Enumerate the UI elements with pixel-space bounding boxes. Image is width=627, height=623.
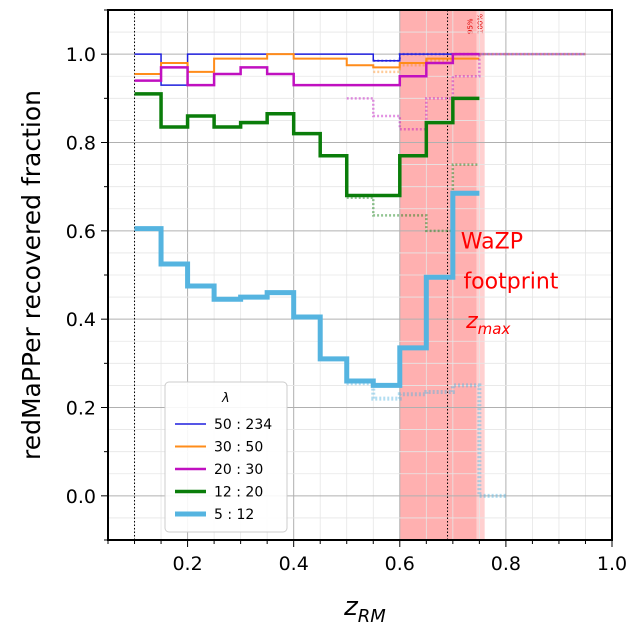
legend-label: 5 : 12 [214,507,254,523]
legend: λ 50 : 234 30 : 50 20 : 30 12 : 20 5 : 12 [164,381,288,533]
y-tick-label: 0.2 [66,398,96,420]
y-tick-label: 0.8 [66,133,96,155]
axis-ticks: 0.2 0.4 0.6 0.8 1.0 0.0 0.2 0.4 0.6 0.8 1.0 [66,9,627,575]
x-axis-label-main: z [343,592,359,622]
shade-label: 100% [477,14,485,34]
series-line [134,53,480,86]
series-line [134,52,480,87]
y-tick-label: 1.0 [66,44,96,66]
y-tick-label: 0.6 [66,221,96,243]
reference-lines [134,10,449,540]
annotation: footprint [463,269,558,294]
x-tick-label: 0.2 [172,553,202,575]
annotations: WaZP footprint zmax [461,230,559,339]
y-axis-label: redMaPPer recovered fraction [17,90,46,460]
legend-label: 20 : 30 [214,462,263,478]
series-line [134,190,480,388]
x-tick-label: 1.0 [597,553,627,575]
x-axis-label: zRM [343,592,386,623]
series-line [134,92,480,198]
legend-frame [164,381,288,533]
shade-label: 95% [467,18,475,34]
legend-label: 50 : 234 [214,417,272,433]
annotation: zmax [465,309,510,338]
legend-items: 50 : 234 30 : 50 20 : 30 12 : 20 5 : 12 [175,417,272,523]
legend-title: λ [221,391,230,406]
legend-label: 30 : 50 [214,440,263,456]
y-tick-label: 0.4 [66,309,96,331]
series-line-dotted [346,381,506,498]
y-tick-label: 0.0 [66,486,96,508]
annotation: WaZP [461,230,523,255]
series-line-dotted [346,163,480,233]
x-tick-label: 0.6 [385,553,415,575]
x-axis-label-sub: RM [358,606,387,623]
x-tick-label: 0.8 [491,553,521,575]
series-line-dotted [346,52,586,131]
series-lines [134,52,586,498]
x-tick-label: 0.4 [279,553,309,575]
legend-label: 12 : 20 [214,485,263,501]
